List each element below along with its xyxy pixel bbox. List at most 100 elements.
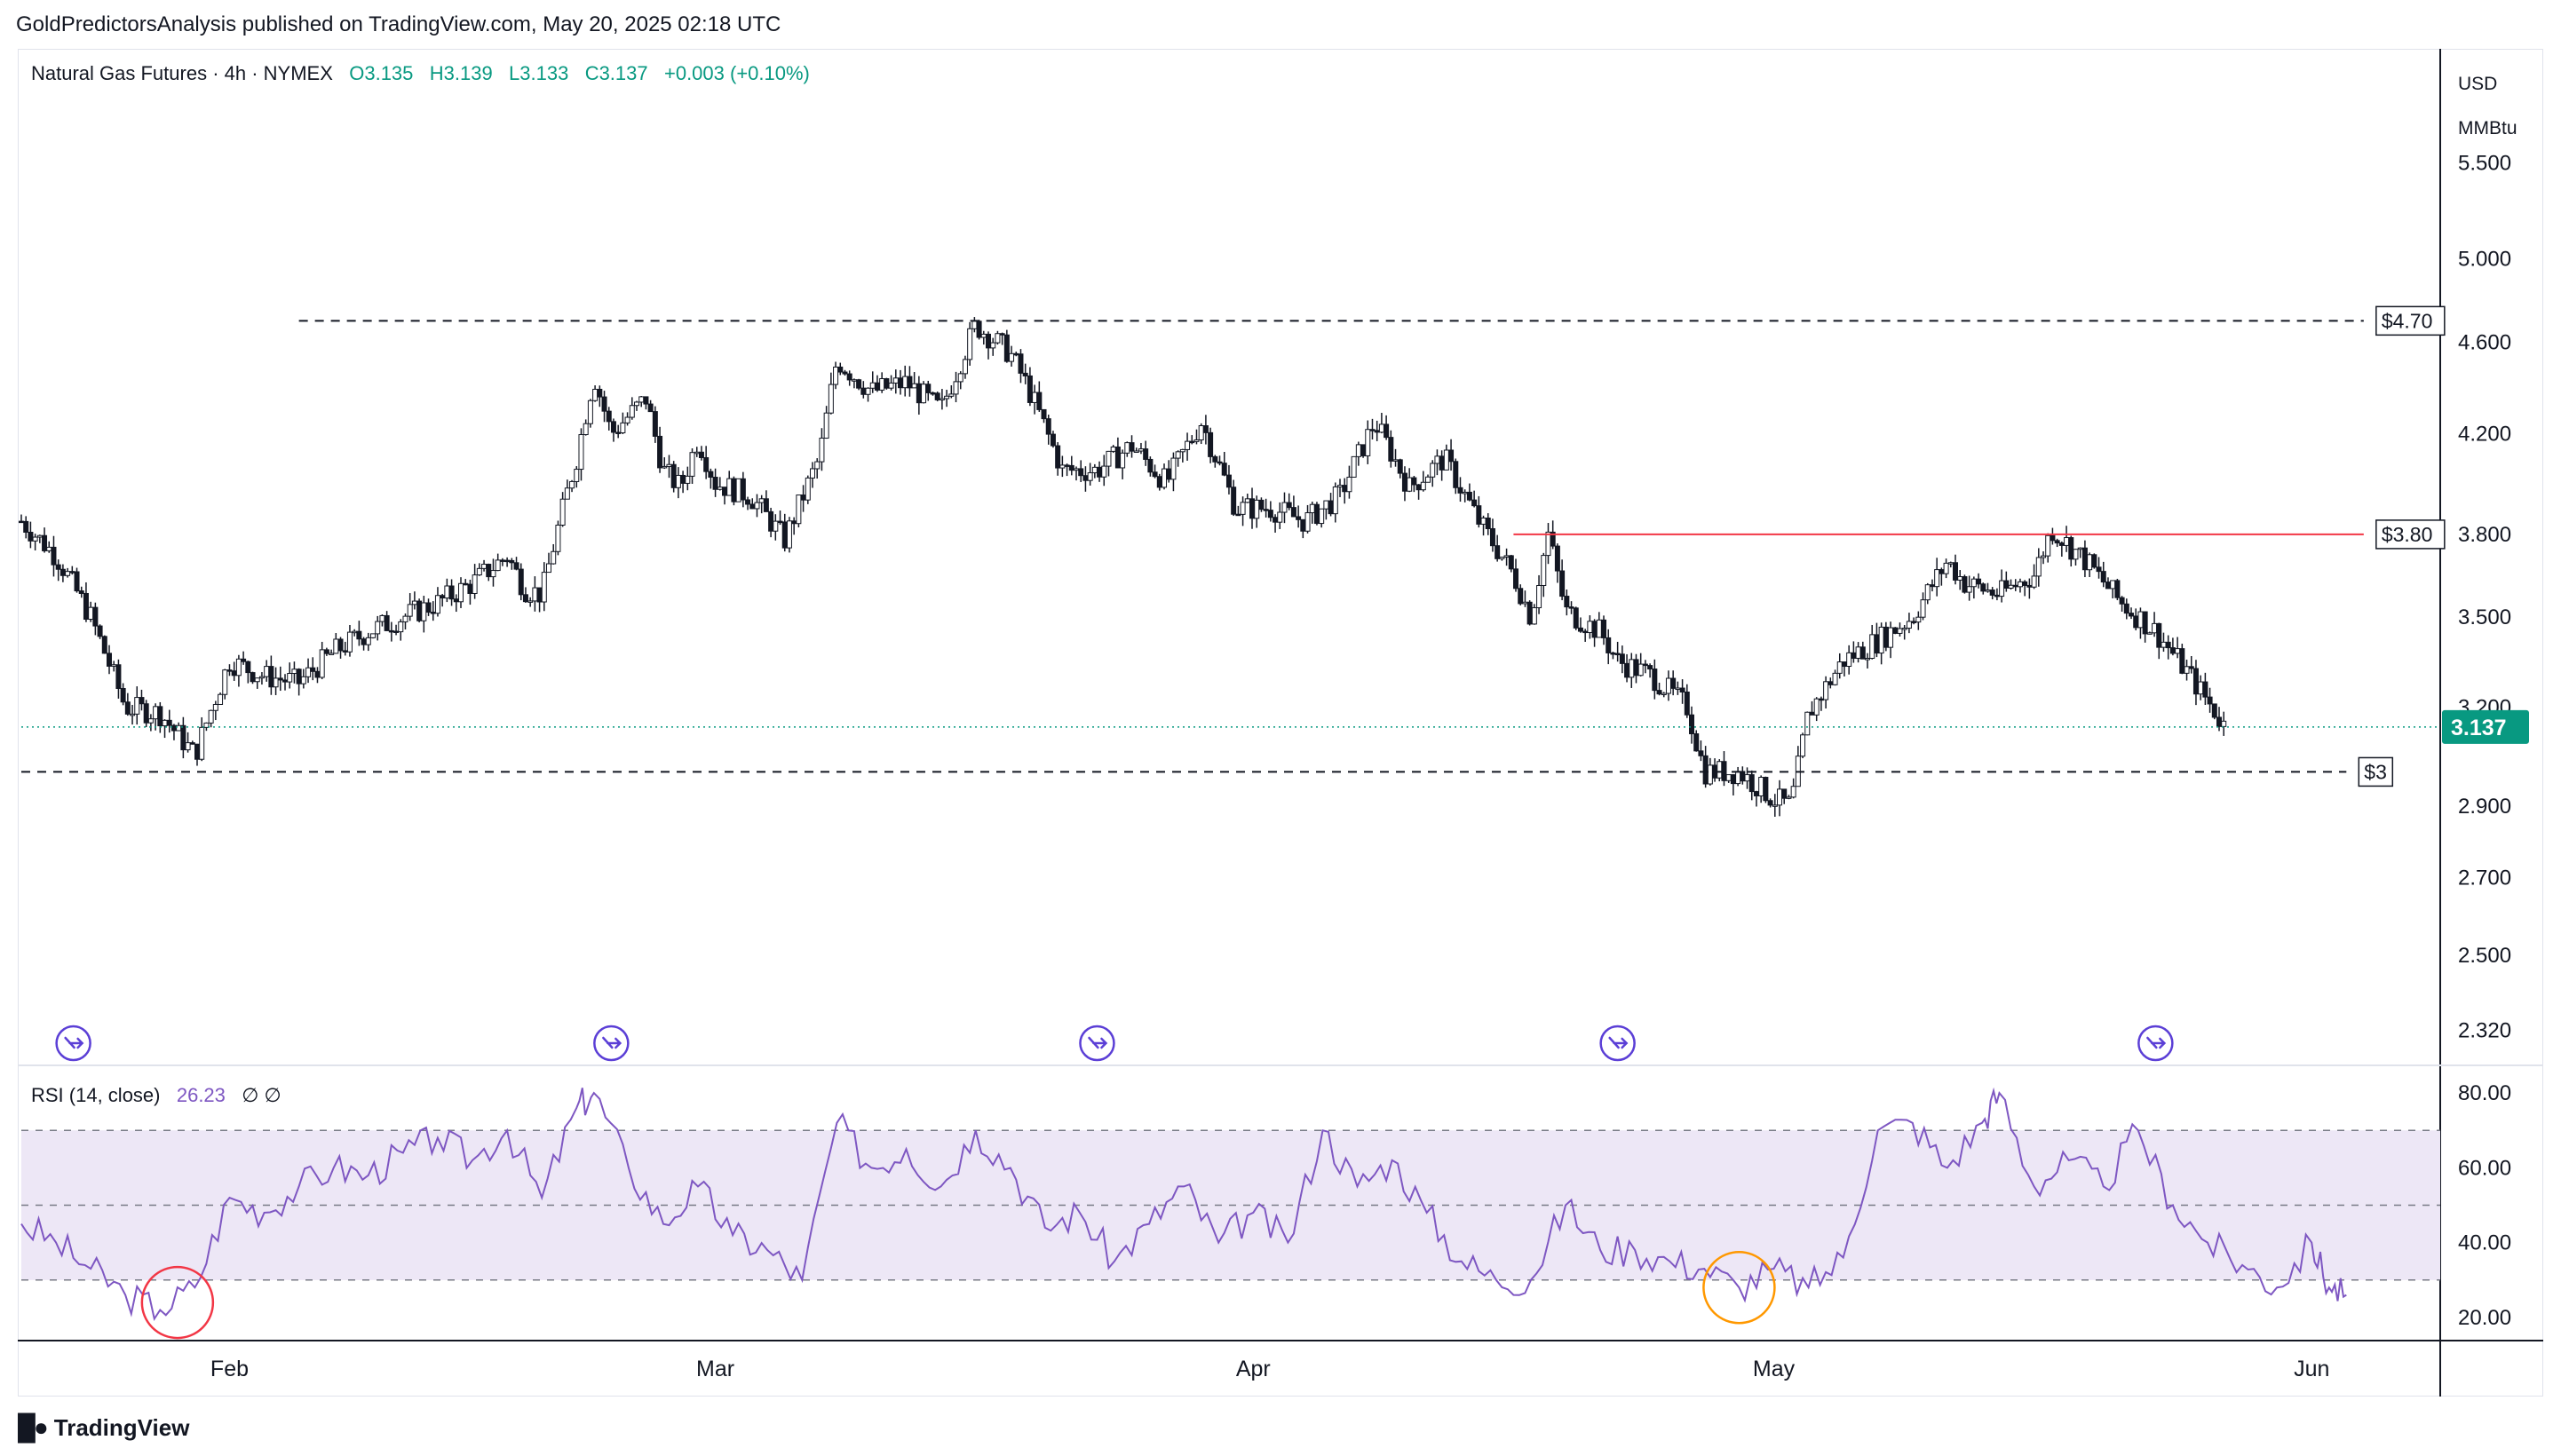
candle-up [134,697,140,715]
level-label[interactable]: $4.70 [2382,309,2433,332]
price-tick-label[interactable]: 4.200 [2458,423,2511,447]
candle-up [1193,439,1200,442]
time-tick-label[interactable]: Jun [2294,1357,2329,1381]
candle-up [638,396,645,403]
candle-down [1633,659,1639,677]
price-tick-label[interactable]: 3.500 [2458,605,2511,629]
candle-up [36,534,43,538]
price-tick-label[interactable]: 4.600 [2458,331,2511,355]
candle-down [698,451,704,458]
candle-down [745,499,751,505]
axis-currency-header[interactable]: USD MMBtu [2458,62,2538,151]
candle-down [1980,583,1986,592]
candle-down [1647,665,1653,670]
candle-up [235,658,242,677]
current-price-tag[interactable] [2442,709,2529,744]
event-icon[interactable] [2137,1025,2174,1062]
candle-up [892,377,899,384]
candle-down [1892,627,1899,634]
candle-up [1596,619,1602,638]
rsi-highlight-circle-1[interactable] [1702,1250,1776,1325]
candle-down [356,630,362,640]
price-tick-label[interactable]: 5.000 [2458,247,2511,271]
arrow-icon [1608,1036,1629,1049]
time-axis[interactable]: Feb Mar Apr May Jun [210,1357,2329,1381]
rsi-axis[interactable]: 20.00 40.00 60.00 80.00 [2458,1081,2511,1330]
price-tick-label[interactable]: 5.500 [2458,151,2511,175]
candle-down [120,687,126,703]
price-tick-label[interactable]: 2.500 [2458,944,2511,968]
time-tick-label[interactable]: Apr [1236,1357,1271,1381]
rsi-tick-label[interactable]: 80.00 [2458,1081,2511,1105]
level-label-box[interactable] [2375,519,2446,550]
unit-label[interactable]: MMBtu [2458,118,2517,138]
level-label-box[interactable] [2375,305,2446,336]
event-icon[interactable] [1079,1025,1115,1062]
price-tick-label[interactable]: 2.700 [2458,866,2511,890]
event-icon[interactable] [1599,1025,1636,1062]
symbol-legend[interactable]: Natural Gas Futures · 4h · NYMEX O3.135 … [31,62,810,85]
rsi-tick-label[interactable]: 20.00 [2458,1306,2511,1330]
candle-up [1717,761,1723,779]
legend-change-value: +0.003 (+0.10%) [663,62,810,84]
candle-up [2073,549,2079,560]
price-axis[interactable]: 2.3202.5002.7002.9003.2003.5003.8004.200… [2442,151,2529,1042]
candle-down [310,667,316,672]
time-tick-label[interactable]: Mar [696,1357,734,1381]
candle-up [851,379,857,382]
price-tick-label[interactable]: 3.800 [2458,523,2511,547]
candle-up [1337,485,1344,487]
candle-up [411,600,417,605]
candle-up [634,401,640,407]
candle-up [865,387,871,395]
candle-down [101,636,107,654]
candle-down [647,403,654,413]
rsi-tick-label[interactable]: 40.00 [2458,1231,2511,1255]
candle-down [1689,714,1695,735]
event-icons[interactable] [55,1025,2174,1062]
arrow-icon [64,1036,84,1049]
candle-down [768,510,774,532]
rsi-legend[interactable]: RSI (14, close) 26.23 ∅ ∅ [31,1084,281,1107]
candle-down [180,724,186,751]
candle-down [2054,540,2060,544]
rsi-band [21,1129,2440,1281]
candle-up [551,550,557,565]
candle-down [1606,637,1612,653]
candle-up [1957,576,1963,581]
candle-up [666,463,672,467]
level-label-box[interactable] [2358,756,2394,787]
current-price-label[interactable]: 3.137 [2451,716,2507,740]
candle-down [874,382,880,391]
candle-down [1471,499,1478,507]
event-icon[interactable] [55,1025,91,1062]
time-tick-label[interactable]: Feb [210,1357,249,1381]
rsi-highlight-circle-0[interactable] [140,1265,215,1340]
candle-up [2146,632,2153,635]
level-label[interactable]: $3.80 [2382,523,2433,546]
candle-up [1906,621,1912,629]
legend-close-value: C3.137 [584,62,648,84]
candle-down [1841,661,1847,668]
candle-down [1693,733,1700,752]
event-icon[interactable] [593,1025,630,1062]
candle-down [1217,461,1223,464]
candle-up [971,320,978,329]
time-tick-label[interactable]: May [1753,1357,1796,1381]
currency-label[interactable]: USD [2458,74,2498,94]
level-label[interactable]: $3 [2364,760,2387,783]
candle-down [601,396,607,412]
price-tick-label[interactable]: 2.900 [2458,795,2511,819]
candle-up [1758,777,1764,796]
candle-down [670,463,677,488]
candle-down [384,614,390,631]
candle-up [199,726,205,760]
candle-down [2091,554,2097,568]
tradingview-footer[interactable]: █● TradingView [18,1413,189,1442]
candle-down [1082,475,1089,481]
candle-up [592,388,599,401]
rsi-tick-label[interactable]: 60.00 [2458,1156,2511,1180]
price-tick-label[interactable]: 2.320 [2458,1018,2511,1042]
candle-up [1124,442,1130,454]
